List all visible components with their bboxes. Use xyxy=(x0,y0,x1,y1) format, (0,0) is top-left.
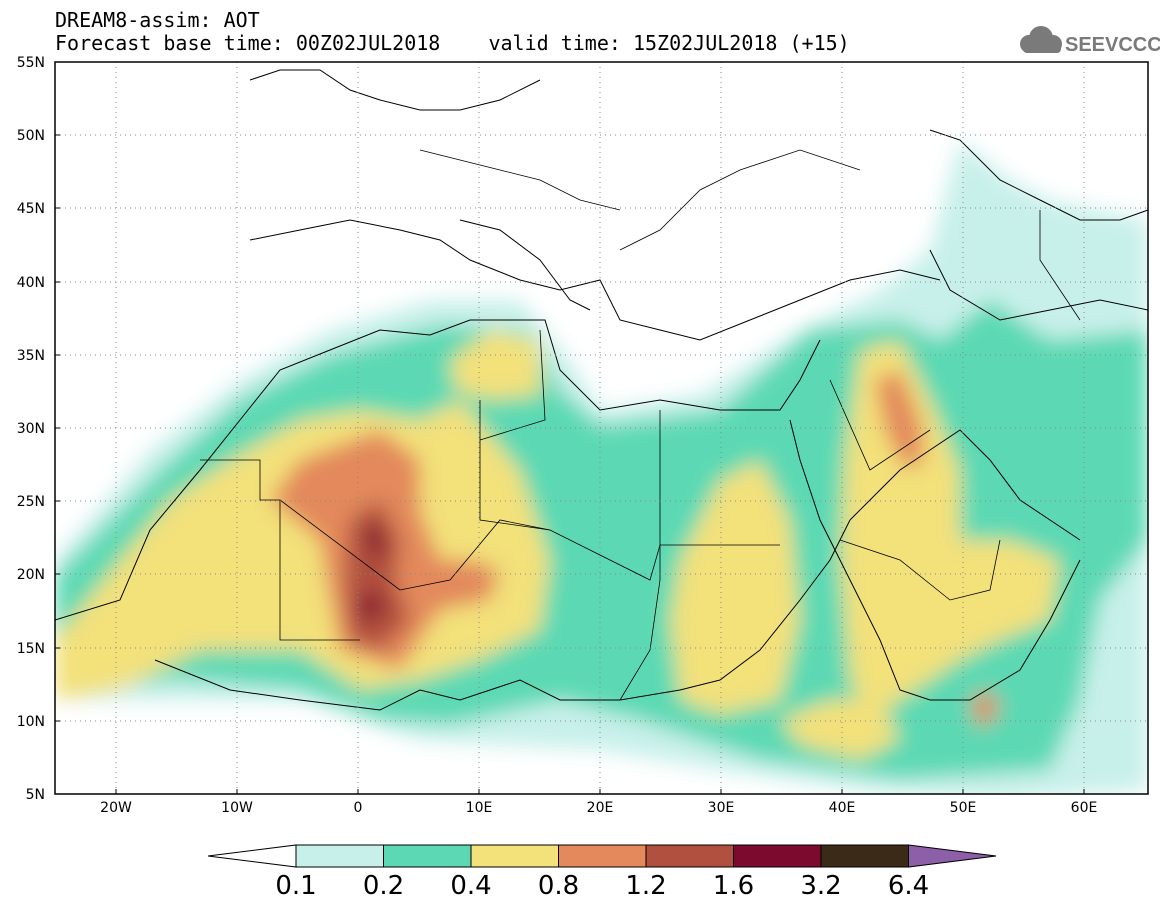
x-tick-label: 60E xyxy=(1071,800,1098,816)
colorbar-over-triangle xyxy=(908,844,997,868)
colorbar-swatch xyxy=(470,844,559,868)
x-tick-label: 40E xyxy=(829,800,856,816)
colorbar-swatch xyxy=(820,844,909,868)
colorbar-label: 3.2 xyxy=(800,871,841,901)
colorbar-label: 1.2 xyxy=(625,871,666,901)
y-tick-label: 25N xyxy=(17,494,45,510)
y-tick-label: 5N xyxy=(26,787,45,803)
aot-field xyxy=(55,62,1148,794)
aot-band-1.6-b xyxy=(355,590,385,620)
y-tick-label: 15N xyxy=(17,641,45,657)
colorbar-label: 1.6 xyxy=(713,871,754,901)
aot-band-0.4-east xyxy=(670,460,800,715)
x-tick-labels: 20W 10W 0 10E 20E 30E 40E 50E 60E xyxy=(100,800,1097,816)
x-tick-label: 20W xyxy=(100,800,132,816)
x-tick-label: 30E xyxy=(708,800,735,816)
borders xyxy=(200,149,1081,701)
colorbar-label: 0.4 xyxy=(450,871,491,901)
logo-text: SEEVCCC xyxy=(1065,34,1160,56)
aot-band-0.8-somalia xyxy=(970,690,1000,730)
aot-band-0.8-iraq xyxy=(875,370,925,470)
y-tick-label: 20N xyxy=(17,567,45,583)
coastlines xyxy=(55,69,1148,711)
y-tick-label: 35N xyxy=(17,348,45,364)
x-tick-label: 0 xyxy=(354,800,363,816)
aot-band-0.4-horn xyxy=(780,700,900,760)
x-tick-label: 10W xyxy=(221,800,253,816)
chart-title: DREAM8-assim: AOT xyxy=(55,8,260,32)
x-tick-label: 20E xyxy=(587,800,614,816)
y-tick-label: 40N xyxy=(17,275,45,291)
y-tick-label: 55N xyxy=(17,55,45,71)
y-tick-label: 30N xyxy=(17,421,45,437)
y-tick-labels: 55N 50N 45N 40N 35N 30N 25N 20N 15N 10N … xyxy=(17,55,45,803)
aot-band-1.6 xyxy=(365,525,385,560)
colorbar-under-triangle xyxy=(207,844,297,868)
colorbar-swatch xyxy=(558,844,647,868)
colorbar-label: 6.4 xyxy=(888,871,929,901)
seevccc-logo: SEEVCCC xyxy=(1020,26,1160,56)
colorbar: 0.1 0.2 0.4 0.8 1.2 1.6 3.2 6.4 xyxy=(207,844,997,901)
tick-marks xyxy=(55,61,1085,795)
colorbar-swatch xyxy=(295,844,384,868)
y-tick-label: 45N xyxy=(17,201,45,217)
colorbar-label: 0.2 xyxy=(363,871,404,901)
forecast-times: Forecast base time: 00Z02JUL2018 valid t… xyxy=(55,31,850,55)
gridlines xyxy=(55,62,1148,794)
y-tick-label: 10N xyxy=(17,714,45,730)
x-tick-label: 50E xyxy=(950,800,977,816)
aot-band-0.4-tunisia xyxy=(450,330,540,400)
cloud-icon xyxy=(1020,26,1062,53)
colorbar-label: 0.1 xyxy=(275,871,316,901)
colorbar-swatch xyxy=(383,844,472,868)
colorbar-swatch xyxy=(645,844,734,868)
colorbar-label: 0.8 xyxy=(538,871,579,901)
colorbar-swatch xyxy=(733,844,822,868)
x-tick-label: 10E xyxy=(466,800,493,816)
y-tick-label: 50N xyxy=(17,128,45,144)
